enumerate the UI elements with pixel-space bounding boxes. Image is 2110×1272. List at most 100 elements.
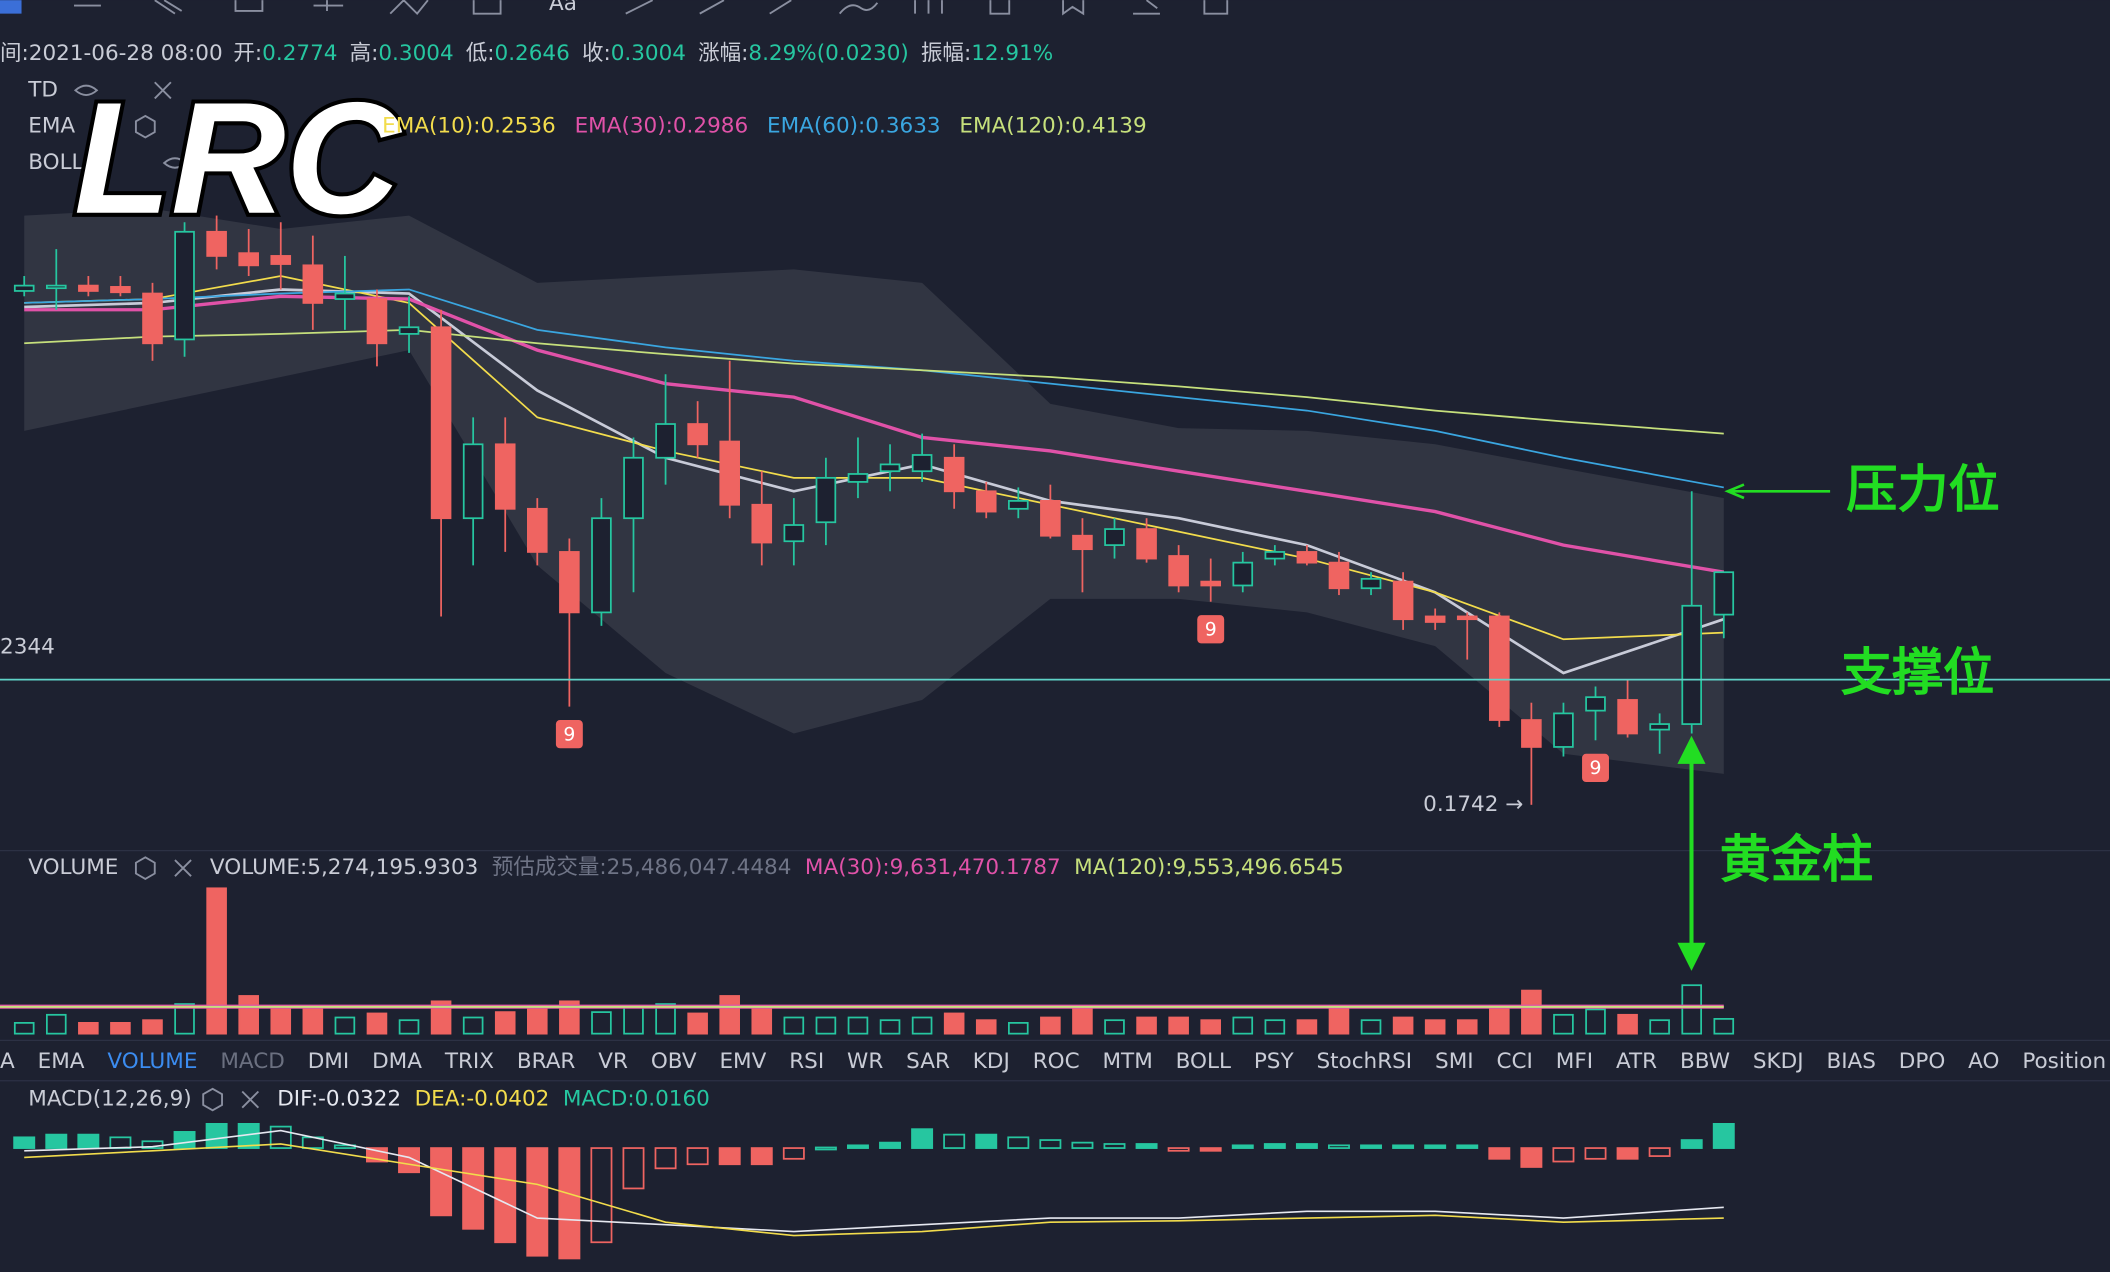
volume-bar	[1168, 1016, 1189, 1035]
indicator-tab[interactable]: SKDJ	[1753, 1049, 1804, 1074]
macd-bar	[13, 1136, 36, 1149]
volume-bar	[45, 1013, 67, 1035]
macd-bar	[1488, 1147, 1511, 1160]
indicator-tab[interactable]: RSI	[789, 1049, 824, 1074]
macd-bar	[879, 1141, 902, 1149]
macd-bar	[814, 1146, 837, 1151]
volume-bar	[174, 1003, 195, 1035]
indicator-name: BOLL	[28, 150, 83, 175]
candle-body	[366, 298, 388, 345]
volume-bar	[1360, 1019, 1382, 1035]
candle-body	[847, 473, 869, 483]
candle-body	[1424, 615, 1446, 623]
macd-icons[interactable]	[202, 1087, 260, 1112]
settings-icon[interactable]	[134, 114, 156, 139]
candle-body	[1232, 561, 1254, 587]
tool-icon[interactable]	[0, 0, 22, 14]
indicator-tab[interactable]: BBW	[1680, 1049, 1730, 1074]
indicator-tabs: A EMA VOLUME MACD DMI DMA TRIX BRAR VR OBV EMV RSI W…	[0, 1049, 2106, 1074]
volume-bar	[1521, 989, 1542, 1035]
candle-body	[1200, 580, 1222, 587]
candle-body	[1040, 500, 1061, 537]
indicator-tab[interactable]: ROC	[1033, 1049, 1080, 1074]
pressure-label: 压力位	[1846, 460, 1999, 520]
ema-value: EMA(10):0.2536	[382, 114, 556, 139]
indicator-tab[interactable]: AO	[1968, 1049, 1999, 1074]
candle-body	[1489, 615, 1510, 721]
indicator-tab[interactable]: StochRSI	[1316, 1049, 1412, 1074]
indicator-tab[interactable]: DPO	[1899, 1049, 1945, 1074]
macd-bar	[1552, 1147, 1575, 1163]
volume-bar	[1585, 1008, 1606, 1035]
indicator-tab[interactable]: SAR	[906, 1049, 950, 1074]
text-tool[interactable]: Aa	[549, 0, 577, 16]
td-label: 9	[1590, 758, 1602, 779]
low-label: 0.1742 →	[1423, 792, 1523, 817]
indicator-tab[interactable]: BIAS	[1826, 1049, 1875, 1074]
td-marker	[555, 720, 583, 749]
volume-bar	[751, 1008, 773, 1035]
indicator-tab[interactable]: ATR	[1616, 1049, 1657, 1074]
indicator-tab[interactable]: MACD	[220, 1049, 285, 1074]
indicator-tab[interactable]: TRIX	[444, 1049, 494, 1074]
indicator-tab[interactable]: PSY	[1254, 1049, 1295, 1074]
macd-bar	[622, 1147, 645, 1190]
indicator-tab[interactable]: EMA	[38, 1049, 85, 1074]
volume-icons[interactable]	[134, 856, 192, 880]
volume-bar	[1392, 1016, 1414, 1035]
indicator-tab[interactable]: CCI	[1496, 1049, 1532, 1074]
indicator-tab[interactable]: VR	[598, 1049, 628, 1074]
indicator-tab[interactable]: BOLL	[1176, 1049, 1231, 1074]
volume-panel: VOLUME VOLUME:5,274,195.9303 预估成交量:25,486,…	[0, 855, 1735, 1035]
td-label: 9	[563, 724, 575, 745]
candle-body	[430, 326, 452, 520]
macd-bar	[1616, 1147, 1639, 1160]
volume-bar	[879, 1019, 901, 1035]
toolbar-icons[interactable]	[74, 0, 1229, 16]
macd-bar	[1231, 1144, 1254, 1149]
candle-body	[1681, 604, 1703, 725]
indicator-tab[interactable]: Position	[2022, 1049, 2106, 1074]
indicator-icons[interactable]	[73, 81, 172, 100]
candle-body	[879, 463, 901, 473]
indicator-tab[interactable]: WR	[847, 1049, 883, 1074]
volume-bar	[591, 1011, 612, 1035]
candle-body	[1649, 723, 1670, 731]
indicator-tab[interactable]: DMA	[372, 1049, 422, 1074]
volume-bar	[1008, 1022, 1029, 1035]
support-label: 支撑位	[1841, 643, 1994, 703]
macd-bar	[1712, 1123, 1735, 1149]
indicator-tab[interactable]: VOLUME	[107, 1049, 197, 1074]
indicator-tab[interactable]: KDJ	[973, 1049, 1010, 1074]
macd-bar	[494, 1147, 517, 1244]
indicator-tab[interactable]: A	[0, 1049, 15, 1074]
volume-ma-label: MA(120):9,553,496.6545	[1074, 855, 1343, 880]
volume-bar	[302, 1008, 324, 1035]
indicator-tab[interactable]: EMV	[719, 1049, 766, 1074]
volume-bar	[1456, 1019, 1478, 1035]
indicator-tab[interactable]: DMI	[308, 1049, 349, 1074]
macd-bar	[750, 1147, 773, 1166]
candle-body	[1104, 528, 1125, 546]
volume-bar	[975, 1019, 997, 1035]
indicator-tab[interactable]: MTM	[1102, 1049, 1152, 1074]
volume-estimate: 预估成交量:25,486,047.4484	[492, 855, 792, 880]
volume-bar	[270, 1008, 292, 1035]
volume-bar	[1553, 1013, 1574, 1035]
volume-bar	[1649, 1019, 1670, 1035]
visibility-icon[interactable]	[162, 157, 188, 169]
indicator-tab[interactable]: BRAR	[517, 1049, 576, 1074]
indicator-tab[interactable]: MFI	[1556, 1049, 1593, 1074]
indicator-tab[interactable]: OBV	[651, 1049, 697, 1074]
volume-bar	[398, 1019, 420, 1035]
macd-title: MACD(12,26,9)	[28, 1087, 191, 1112]
volume-bar	[1617, 1013, 1638, 1035]
indicator-tab[interactable]: SMI	[1435, 1049, 1474, 1074]
macd-panel: MACD(12,26,9) DIF:-0.0322 DEA:-0.0402 MACD:…	[13, 1087, 1735, 1260]
volume-bar	[1489, 1008, 1510, 1035]
macd-text: MACD:0.0160	[563, 1087, 710, 1112]
volume-bar	[559, 1000, 580, 1035]
candle-body	[1296, 551, 1318, 564]
field-label: 低:	[466, 41, 495, 66]
macd-bar	[173, 1131, 196, 1149]
